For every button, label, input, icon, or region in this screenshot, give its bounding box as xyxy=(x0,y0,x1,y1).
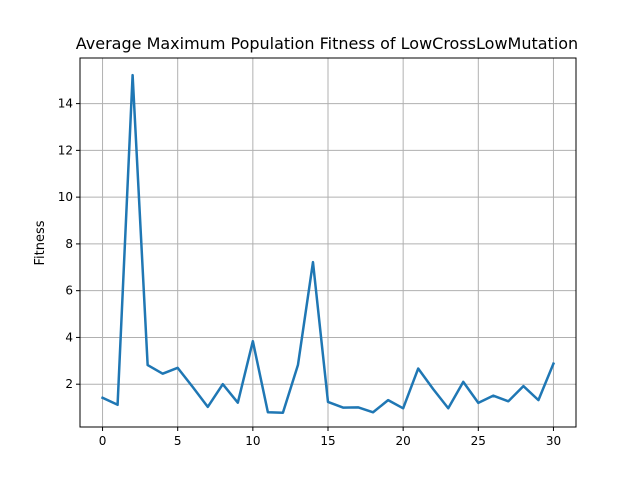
y-tick-label: 2 xyxy=(65,377,73,391)
chart-title: Average Maximum Population Fitness of Lo… xyxy=(76,34,578,53)
x-axis: 0 5 10 15 20 25 30 xyxy=(99,427,561,448)
x-tick-label: 10 xyxy=(245,434,260,448)
series-line xyxy=(100,73,556,414)
x-tick-label: 0 xyxy=(99,434,107,448)
series-group xyxy=(100,73,556,414)
x-tick-label: 25 xyxy=(471,434,486,448)
y-tick-label: 12 xyxy=(58,143,73,157)
x-tick-label: 20 xyxy=(396,434,411,448)
grid-lines xyxy=(80,58,576,427)
y-tick-label: 14 xyxy=(58,97,73,111)
x-tick-label: 5 xyxy=(174,434,182,448)
y-axis-label: Fitness xyxy=(33,220,48,265)
y-tick-label: 10 xyxy=(58,190,73,204)
x-tick-label: 30 xyxy=(546,434,561,448)
y-tick-label: 6 xyxy=(65,284,73,298)
y-axis: 2 4 6 8 10 12 14 xyxy=(58,97,80,391)
y-tick-label: 8 xyxy=(65,237,73,251)
x-tick-label: 15 xyxy=(320,434,335,448)
y-tick-label: 4 xyxy=(65,330,73,344)
